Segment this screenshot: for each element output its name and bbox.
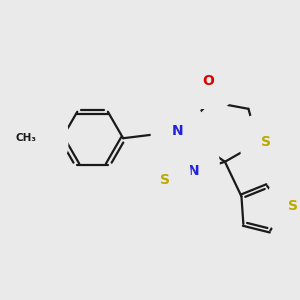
Text: O: O: [39, 132, 50, 145]
Text: S: S: [160, 173, 170, 187]
Text: O: O: [202, 74, 214, 88]
Text: CH₃: CH₃: [16, 133, 37, 143]
Text: N: N: [172, 124, 183, 138]
Text: N: N: [187, 164, 199, 178]
Text: S: S: [261, 135, 271, 149]
Text: S: S: [288, 199, 298, 213]
